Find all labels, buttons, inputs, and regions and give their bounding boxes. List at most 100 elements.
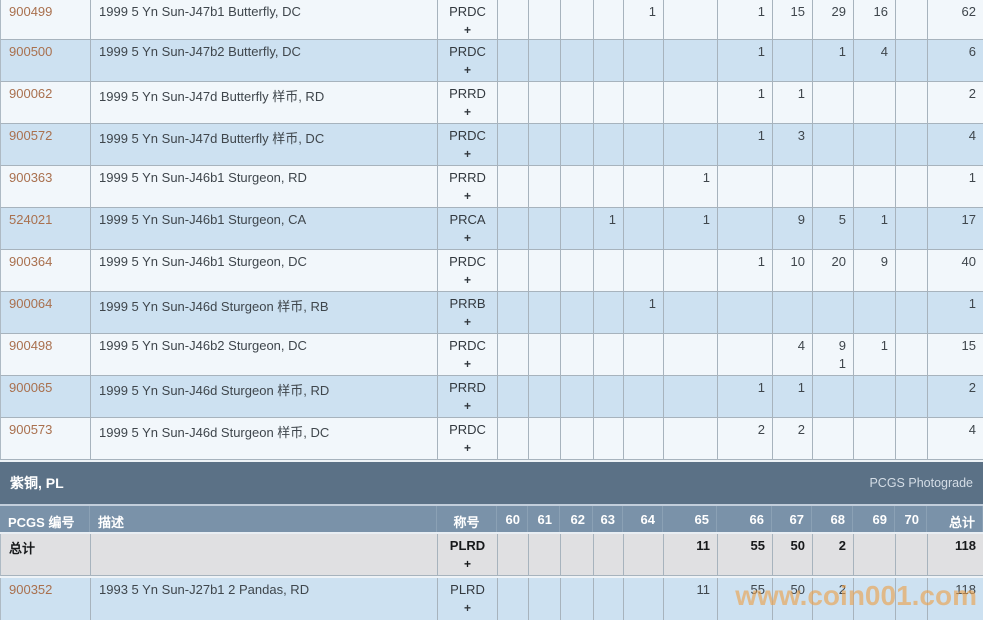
coin-id-link[interactable]: 524021	[9, 212, 53, 227]
coin-id-cell: 900363	[1, 166, 91, 207]
grade-cell	[813, 166, 854, 207]
coin-description	[91, 534, 438, 575]
designation-label: PLRD	[449, 538, 486, 553]
grade-cell: 55	[718, 578, 773, 620]
header-pcgs-id: PCGS 编号	[0, 506, 90, 532]
grade-cell: 20	[813, 250, 854, 291]
table-row: 900352 1993 5 Yn Sun-J27b1 2 Pandas, RD PL…	[0, 578, 983, 620]
coin-id-link[interactable]: 900500	[9, 44, 53, 59]
section-header-bar: 紫铜, PL PCGS Photograde	[0, 460, 983, 506]
grade-pop-value: 4	[880, 44, 888, 59]
header-total: 总计	[927, 506, 983, 532]
grade-pop-value: 50	[790, 582, 805, 597]
coin-id-link[interactable]: 900363	[9, 170, 53, 185]
grade-cell: 9	[773, 208, 813, 249]
grade-pop-value: 1	[757, 4, 765, 19]
header-grade-61: 61	[528, 506, 560, 532]
coin-id-link[interactable]: 900352	[9, 582, 53, 597]
coin-id-link[interactable]: 900064	[9, 296, 53, 311]
row-total-value: 1	[968, 170, 976, 185]
grade-cell	[561, 0, 594, 39]
coin-id-link[interactable]: 900498	[9, 338, 53, 353]
designation-label: PRRD	[449, 86, 486, 101]
row-total-value: 118	[955, 582, 976, 597]
row-total-cell: 2	[928, 376, 983, 417]
coin-id-link[interactable]: 900364	[9, 254, 53, 269]
grade-cell	[773, 292, 813, 333]
grade-cell	[854, 82, 896, 123]
coin-id-link[interactable]: 900499	[9, 4, 53, 19]
designation-cell: PRDC +	[438, 250, 498, 291]
grade-cell	[594, 0, 624, 39]
table-row: 900572 1999 5 Yn Sun-J47d Butterfly 样币, D…	[0, 124, 983, 166]
grade-cell	[854, 292, 896, 333]
row-total-cell: 40	[928, 250, 983, 291]
grade-cell	[896, 376, 928, 417]
grade-cell	[498, 334, 529, 375]
grade-cell: 1	[854, 334, 896, 375]
coin-id-link[interactable]: 900062	[9, 86, 53, 101]
grade-cell: 9	[854, 250, 896, 291]
table-row: 900363 1999 5 Yn Sun-J46b1 Sturgeon, RD PR…	[0, 166, 983, 208]
grade-cell	[896, 334, 928, 375]
plus-designation-label: +	[463, 23, 471, 37]
designation-cell: PLRD +	[438, 534, 498, 575]
grade-cell: 2	[813, 578, 854, 620]
plus-designation-label: +	[463, 63, 471, 77]
grade-cell	[529, 334, 561, 375]
grade-pop-value: 4	[797, 338, 805, 353]
grade-cell	[561, 124, 594, 165]
grade-cell: 1	[624, 0, 664, 39]
grade-cell	[594, 250, 624, 291]
row-total-cell: 17	[928, 208, 983, 249]
header-grade-69: 69	[853, 506, 895, 532]
table-row: 524021 1999 5 Yn Sun-J46b1 Sturgeon, CA PR…	[0, 208, 983, 250]
grade-cell: 4	[773, 334, 813, 375]
grade-cell: 2	[718, 418, 773, 459]
grade-cell: 10	[773, 250, 813, 291]
grade-cell: 3	[773, 124, 813, 165]
grade-cell	[624, 40, 664, 81]
grade-cell	[718, 292, 773, 333]
grade-cell	[594, 166, 624, 207]
grade-cell	[561, 534, 594, 575]
grade-cell	[529, 292, 561, 333]
designation-cell: PRCA +	[438, 208, 498, 249]
grade-cell	[896, 166, 928, 207]
grade-cell	[529, 376, 561, 417]
grade-pop-value: 1	[797, 380, 805, 395]
grade-pop-value: 15	[790, 4, 805, 19]
table-row: 900065 1999 5 Yn Sun-J46d Sturgeon 样币, RD…	[0, 376, 983, 418]
grade-pop-value: 2	[838, 538, 846, 553]
grade-pop-value: 1	[797, 86, 805, 101]
grade-cell	[896, 418, 928, 459]
coin-description: 1999 5 Yn Sun-J46d Sturgeon 样币, DC	[91, 418, 438, 459]
grade-cell: 11	[664, 534, 718, 575]
coin-id-link[interactable]: 900573	[9, 422, 53, 437]
designation-cell: PLRD +	[438, 578, 498, 620]
grade-cell	[529, 250, 561, 291]
grade-cell	[594, 418, 624, 459]
grade-cell	[813, 376, 854, 417]
grade-cell	[529, 124, 561, 165]
grade-pop-value: 1	[757, 86, 765, 101]
grade-cell	[624, 82, 664, 123]
grade-pop-value: 9	[797, 212, 805, 227]
plus-designation-label: +	[463, 601, 471, 615]
coin-id-link[interactable]: 900065	[9, 380, 53, 395]
grade-pop-value: 1	[757, 44, 765, 59]
grade-pop-value: 1	[757, 380, 765, 395]
header-grade-67: 67	[772, 506, 812, 532]
grade-pop-value: 20	[831, 254, 846, 269]
top-grades-table: 900499 1999 5 Yn Sun-J47b1 Butterfly, DC P…	[0, 0, 983, 460]
grade-cell	[718, 166, 773, 207]
coin-id-cell: 900500	[1, 40, 91, 81]
table-row: 900064 1999 5 Yn Sun-J46d Sturgeon 样币, RB…	[0, 292, 983, 334]
grade-pop-value: 1	[880, 338, 888, 353]
row-total-value: 6	[968, 44, 976, 59]
coin-id-link[interactable]: 900572	[9, 128, 53, 143]
grade-cell	[624, 578, 664, 620]
grade-cell	[594, 82, 624, 123]
grade-pop-value: 1	[702, 170, 710, 185]
grade-cell	[813, 124, 854, 165]
